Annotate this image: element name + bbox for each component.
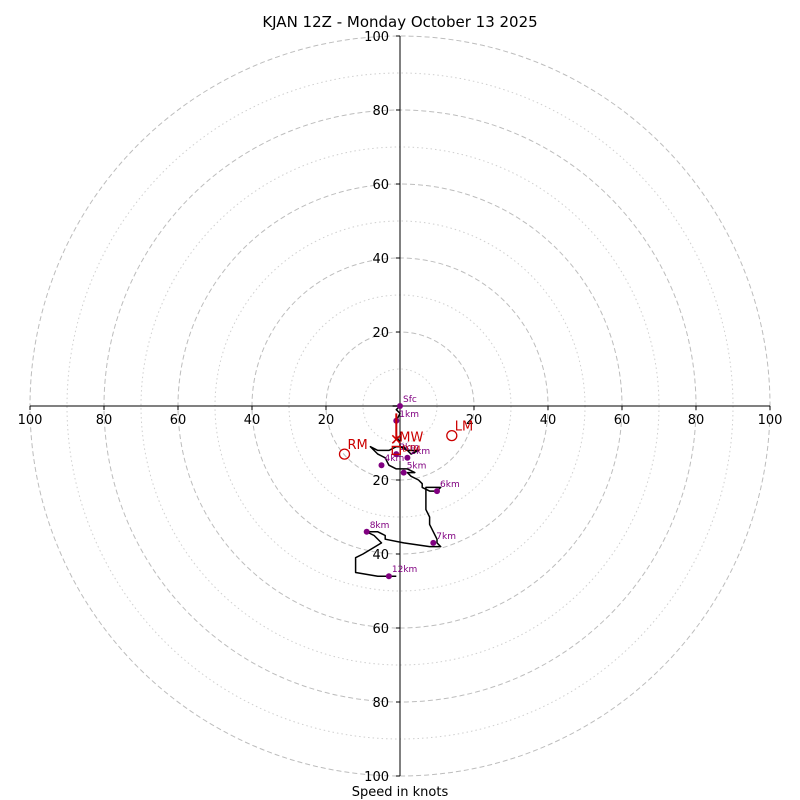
y-tick-label: 60 xyxy=(372,178,389,193)
x-tick-label: 40 xyxy=(540,413,557,428)
x-tick-label: 100 xyxy=(758,413,783,428)
label-dtm: DTM xyxy=(402,444,420,453)
height-marker-2km xyxy=(404,454,411,461)
y-tick-label: 40 xyxy=(372,548,389,563)
height-label-Sfc: Sfc xyxy=(403,395,417,405)
x-tick-label: 60 xyxy=(170,413,187,428)
hodograph-line xyxy=(354,405,442,577)
x-axis-label: Speed in knots xyxy=(352,785,449,800)
label-rm: RM xyxy=(348,438,368,453)
marker-rm xyxy=(338,448,351,460)
y-tick-label: 60 xyxy=(372,622,389,637)
x-tick-label: 20 xyxy=(466,413,483,428)
height-label-4km: 4km xyxy=(385,454,405,464)
x-tick-label: 20 xyxy=(318,413,335,428)
y-tick-label: 20 xyxy=(372,326,389,341)
height-label-1km: 1km xyxy=(399,410,419,420)
y-tick-label: 80 xyxy=(372,104,389,119)
chart-title: KJAN 12Z - Monday October 13 2025 xyxy=(262,13,537,31)
x-tick-label: 80 xyxy=(96,413,113,428)
marker-dtm xyxy=(391,445,401,456)
x-tick-label: 60 xyxy=(614,413,631,428)
x-tick-label: 100 xyxy=(18,413,43,428)
y-tick-label: 20 xyxy=(372,474,389,489)
tick-labels: 20 20 20 20 40 40 40 40 60 60 60 60 80 80 80 80 100 100 10… xyxy=(18,30,783,785)
x-tick-label: 80 xyxy=(688,413,705,428)
hodograph-trace xyxy=(354,405,442,577)
label-mw: MW xyxy=(399,430,423,445)
height-marker-5km xyxy=(400,469,407,476)
height-label-7km: 7km xyxy=(436,532,456,542)
height-label-8km: 8km xyxy=(370,521,390,531)
height-label-2km: 2km xyxy=(410,447,430,457)
height-label-5km: 5km xyxy=(407,462,427,472)
height-label-12km: 12km xyxy=(392,565,417,575)
label-lm: LM xyxy=(455,420,473,435)
y-tick-label: 80 xyxy=(372,696,389,711)
marker-lm xyxy=(446,429,458,442)
height-marker-8km xyxy=(363,528,370,535)
height-label-3km: 3km xyxy=(399,443,419,453)
height-marker-4km xyxy=(378,462,385,469)
y-tick-label: 100 xyxy=(364,30,389,45)
y-tick-label: 100 xyxy=(364,770,389,785)
height-label-6km: 6km xyxy=(440,480,460,490)
x-tick-label: 40 xyxy=(244,413,261,428)
height-marker-6km xyxy=(434,488,440,495)
y-tick-label: 40 xyxy=(372,252,389,267)
height-marker-7km xyxy=(430,539,437,546)
height-marker-Sfc xyxy=(397,403,403,409)
height-marker-12km xyxy=(385,573,392,580)
